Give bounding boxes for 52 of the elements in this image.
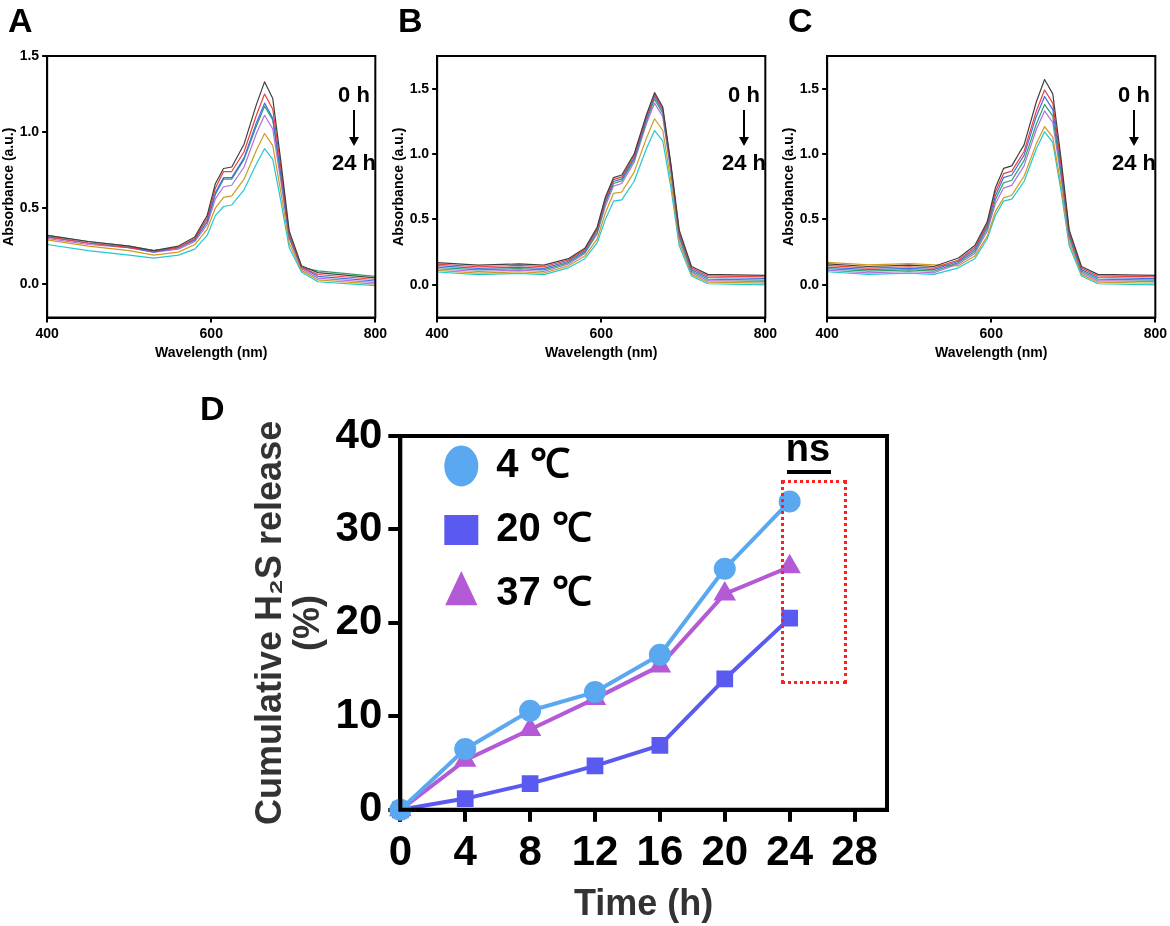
x-tick-label: 28: [831, 826, 878, 874]
y-tick-label: 0: [358, 783, 383, 831]
chart-title: B: [398, 0, 423, 40]
x-tick-label: 16: [636, 826, 684, 874]
legend-label: 4 ℃: [496, 441, 570, 486]
annotation: 0 h: [1118, 82, 1150, 108]
x-tick-label: 4: [453, 826, 478, 874]
x-tick-label: 8: [518, 826, 542, 874]
annotation: 0 h: [728, 82, 760, 108]
x-tick-label: 600: [589, 324, 614, 341]
y-tick-label: 10: [335, 689, 383, 737]
annotation: 0 h: [338, 82, 370, 108]
y-tick-label: 0.5: [409, 210, 430, 227]
y-tick-label: 1.0: [409, 144, 430, 161]
x-tick-label: 400: [815, 324, 840, 341]
annotation: ns: [784, 427, 832, 469]
y-tick-label: 1.0: [799, 144, 820, 161]
y-axis-title: Absorbance (a.u.): [0, 127, 17, 246]
x-tick-label: 600: [979, 324, 1004, 341]
y-tick-label: 0.0: [409, 275, 430, 292]
x-tick-label: 800: [753, 324, 778, 341]
x-tick-label: 800: [1143, 324, 1168, 341]
x-tick-label: 20: [701, 826, 749, 874]
legend-label: 20 ℃: [496, 505, 592, 550]
y-axis-title: Absorbance (a.u.): [780, 127, 797, 246]
x-axis-title: Wavelength (nm): [935, 343, 1048, 360]
x-axis-title: Wavelength (nm): [155, 343, 268, 360]
chart-title: D: [200, 388, 225, 428]
y-tick-label: 40: [335, 409, 383, 457]
chart-title: C: [788, 0, 813, 40]
x-axis-title: Time (h): [573, 882, 714, 924]
x-axis-title: Wavelength (nm): [545, 343, 658, 360]
y-tick-label: 20: [335, 596, 383, 644]
y-tick-label: 1.5: [799, 79, 820, 96]
y-tick-label: 0.0: [799, 275, 820, 292]
x-tick-label: 600: [199, 324, 224, 341]
y-axis-title: Absorbance (a.u.): [390, 127, 407, 246]
y-tick-label: 1.5: [409, 79, 430, 96]
x-tick-label: 12: [571, 826, 619, 874]
chart-title: A: [8, 0, 33, 40]
x-tick-label: 400: [425, 324, 450, 341]
legend-label: 37 ℃: [496, 569, 592, 614]
x-tick-label: 24: [766, 826, 814, 874]
x-tick-label: 400: [35, 324, 60, 341]
y-tick-label: 0.0: [19, 274, 40, 291]
y-tick-label: 0.5: [799, 210, 820, 227]
x-tick-label: 800: [363, 324, 388, 341]
y-tick-label: 0.5: [19, 198, 40, 215]
y-tick-label: 30: [335, 503, 383, 551]
y-tick-label: 1.5: [19, 46, 40, 63]
y-axis-title: Cumulative H₂S release (%): [247, 420, 327, 825]
y-tick-label: 1.0: [19, 122, 40, 139]
